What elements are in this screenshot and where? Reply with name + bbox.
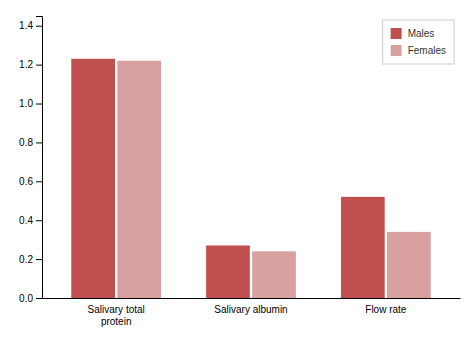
legend-item: Females (391, 45, 446, 56)
y-tick-mark (36, 181, 42, 182)
x-axis: Salivary totalprotein Salivary albumin Flo… (43, 298, 461, 327)
legend-swatch (391, 45, 402, 56)
x-tick: Salivary albumin (214, 298, 287, 315)
y-tick-mark (36, 220, 42, 221)
x-axis-line (43, 298, 461, 299)
y-tick-label: 1.2 (19, 59, 33, 70)
y-tick: 0.0 (19, 293, 42, 304)
bars (71, 59, 430, 298)
chart-container: 0.0 0.2 0.4 0.6 0.8 1.0 1.2 1.4 Salivary totalpr… (0, 0, 474, 344)
y-tick-mark (36, 259, 42, 260)
x-tick-label: Salivary totalprotein (88, 304, 145, 327)
y-tick-mark (36, 26, 42, 27)
plot-area: 0.0 0.2 0.4 0.6 0.8 1.0 1.2 1.4 Salivary totalpr… (19, 17, 460, 327)
x-tick: Flow rate (365, 298, 407, 315)
bar (387, 232, 431, 298)
y-tick-label: 0.8 (19, 137, 33, 148)
y-axis-line (36, 17, 43, 299)
bar (117, 61, 161, 298)
y-tick: 0.6 (19, 176, 42, 187)
legend-label: Males (408, 28, 435, 39)
legend-swatch (391, 28, 402, 39)
x-tick: Salivary totalprotein (88, 298, 145, 327)
bar (252, 251, 296, 298)
y-tick-label: 0.2 (19, 254, 33, 265)
chart-svg: 0.0 0.2 0.4 0.6 0.8 1.0 1.2 1.4 Salivary totalpr… (0, 0, 474, 344)
x-tick-label-line: protein (101, 316, 132, 327)
y-tick-label: 0.6 (19, 176, 33, 187)
y-tick: 1.0 (19, 98, 42, 109)
y-tick: 0.4 (19, 215, 42, 226)
x-tick-label-line: Flow rate (365, 304, 407, 315)
bar-series (71, 59, 384, 298)
y-tick-label: 0.0 (19, 293, 33, 304)
y-tick-mark (36, 142, 42, 143)
y-tick: 0.8 (19, 137, 42, 148)
x-tick-label-line: Salivary total (88, 304, 145, 315)
legend-item: Males (391, 28, 435, 39)
bar (206, 245, 250, 298)
bar (341, 197, 385, 298)
y-tick: 1.2 (19, 59, 42, 70)
y-tick-label: 1.4 (19, 20, 33, 31)
y-tick: 1.4 (19, 20, 42, 31)
x-tick-label-line: Salivary albumin (214, 304, 287, 315)
legend-label: Females (408, 45, 446, 56)
y-tick-mark (36, 298, 42, 299)
bar (71, 59, 115, 298)
y-axis: 0.0 0.2 0.4 0.6 0.8 1.0 1.2 1.4 (19, 17, 42, 304)
legend-box (383, 20, 454, 64)
y-tick-mark (36, 104, 42, 105)
x-tick-label: Salivary albumin (214, 304, 287, 315)
y-tick-label: 1.0 (19, 98, 33, 109)
y-tick-label: 0.4 (19, 215, 33, 226)
bar-series (117, 61, 430, 298)
y-tick-mark (36, 65, 42, 66)
legend: Males Females (383, 20, 454, 64)
y-tick: 0.2 (19, 254, 42, 265)
x-tick-label: Flow rate (365, 304, 407, 315)
